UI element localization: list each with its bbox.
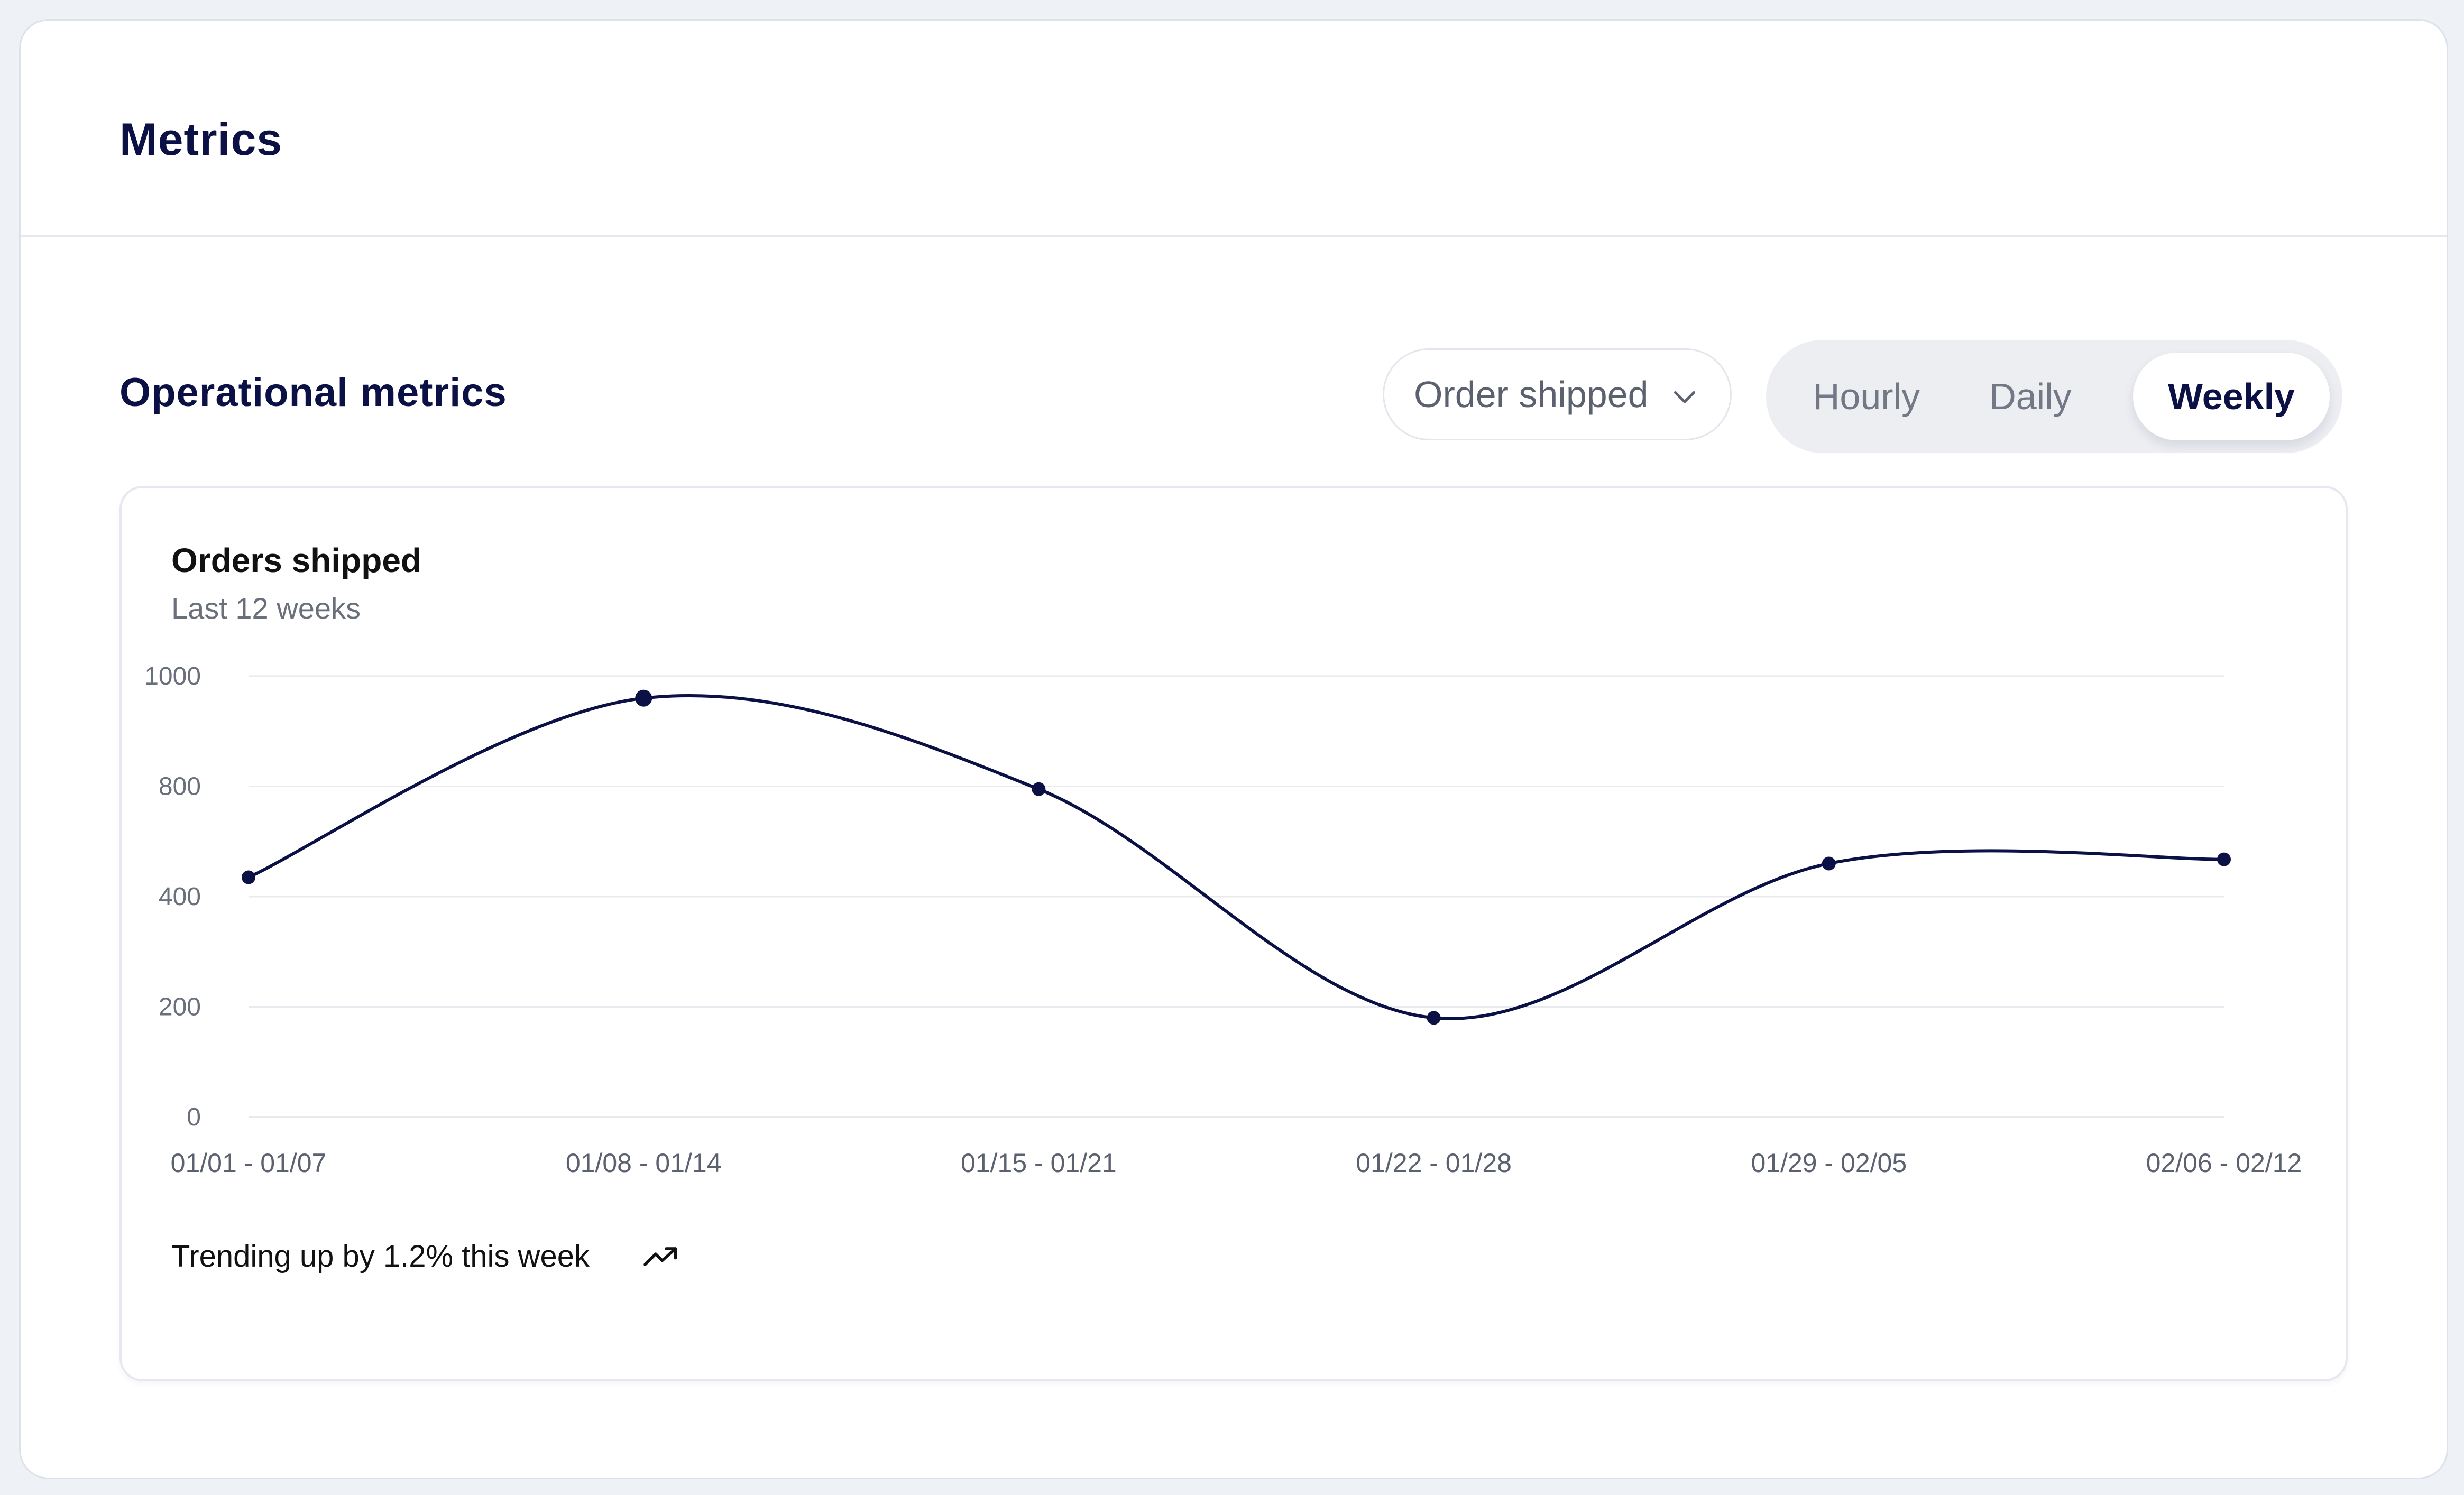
y-tick-label: 200 — [159, 993, 201, 1021]
toggle-option-hourly[interactable]: Hourly — [1813, 376, 1920, 417]
granularity-toggle: Hourly Daily Weekly — [1766, 340, 2342, 453]
x-tick-label: 01/15 - 01/21 — [961, 1148, 1117, 1178]
y-tick-label: 1000 — [144, 662, 201, 690]
y-tick-label: 0 — [187, 1103, 201, 1131]
metric-select-value: Order shipped — [1414, 374, 1649, 415]
y-tick-label: 800 — [159, 773, 201, 801]
toggle-option-daily[interactable]: Daily — [1989, 376, 2072, 417]
chevron-down-icon — [1674, 391, 1695, 403]
trend-note-text: Trending up by 1.2% this week — [171, 1239, 590, 1273]
x-tick-label: 01/01 - 01/07 — [171, 1148, 327, 1178]
trend-note: Trending up by 1.2% this week — [171, 1239, 679, 1274]
data-point[interactable] — [2217, 852, 2231, 866]
trending-up-icon — [643, 1247, 677, 1266]
x-tick-label: 02/06 - 02/12 — [2146, 1148, 2302, 1178]
data-point[interactable] — [635, 689, 652, 707]
x-tick-label: 01/08 - 01/14 — [566, 1148, 722, 1178]
data-point[interactable] — [242, 870, 255, 884]
orders-chart-card: 0 200 400 800 1000 01/01 - 01/07 01/08 - 01/1… — [119, 486, 2348, 1381]
page-title: Metrics — [119, 114, 283, 165]
section-title: Operational metrics — [119, 370, 507, 415]
page-header: Metrics — [21, 21, 2447, 237]
x-tick-label: 01/29 - 02/05 — [1751, 1148, 1907, 1178]
y-tick-label: 400 — [159, 883, 201, 911]
toggle-option-weekly[interactable]: Weekly — [2133, 353, 2330, 440]
card-subtitle: Last 12 weeks — [171, 592, 361, 625]
series-line — [247, 694, 2224, 1020]
data-point[interactable] — [1032, 782, 1046, 796]
orders-line-chart: 0 200 400 800 1000 01/01 - 01/07 01/08 - 01/1… — [144, 662, 2302, 1178]
data-point[interactable] — [1822, 856, 1836, 871]
metric-select[interactable]: Order shipped — [1383, 348, 1732, 440]
card-title: Orders shipped — [171, 541, 421, 579]
data-point[interactable] — [1427, 1011, 1441, 1025]
metrics-window: Metrics Operational metrics Order shippe… — [19, 19, 2448, 1479]
x-tick-label: 01/22 - 01/28 — [1356, 1148, 1512, 1178]
